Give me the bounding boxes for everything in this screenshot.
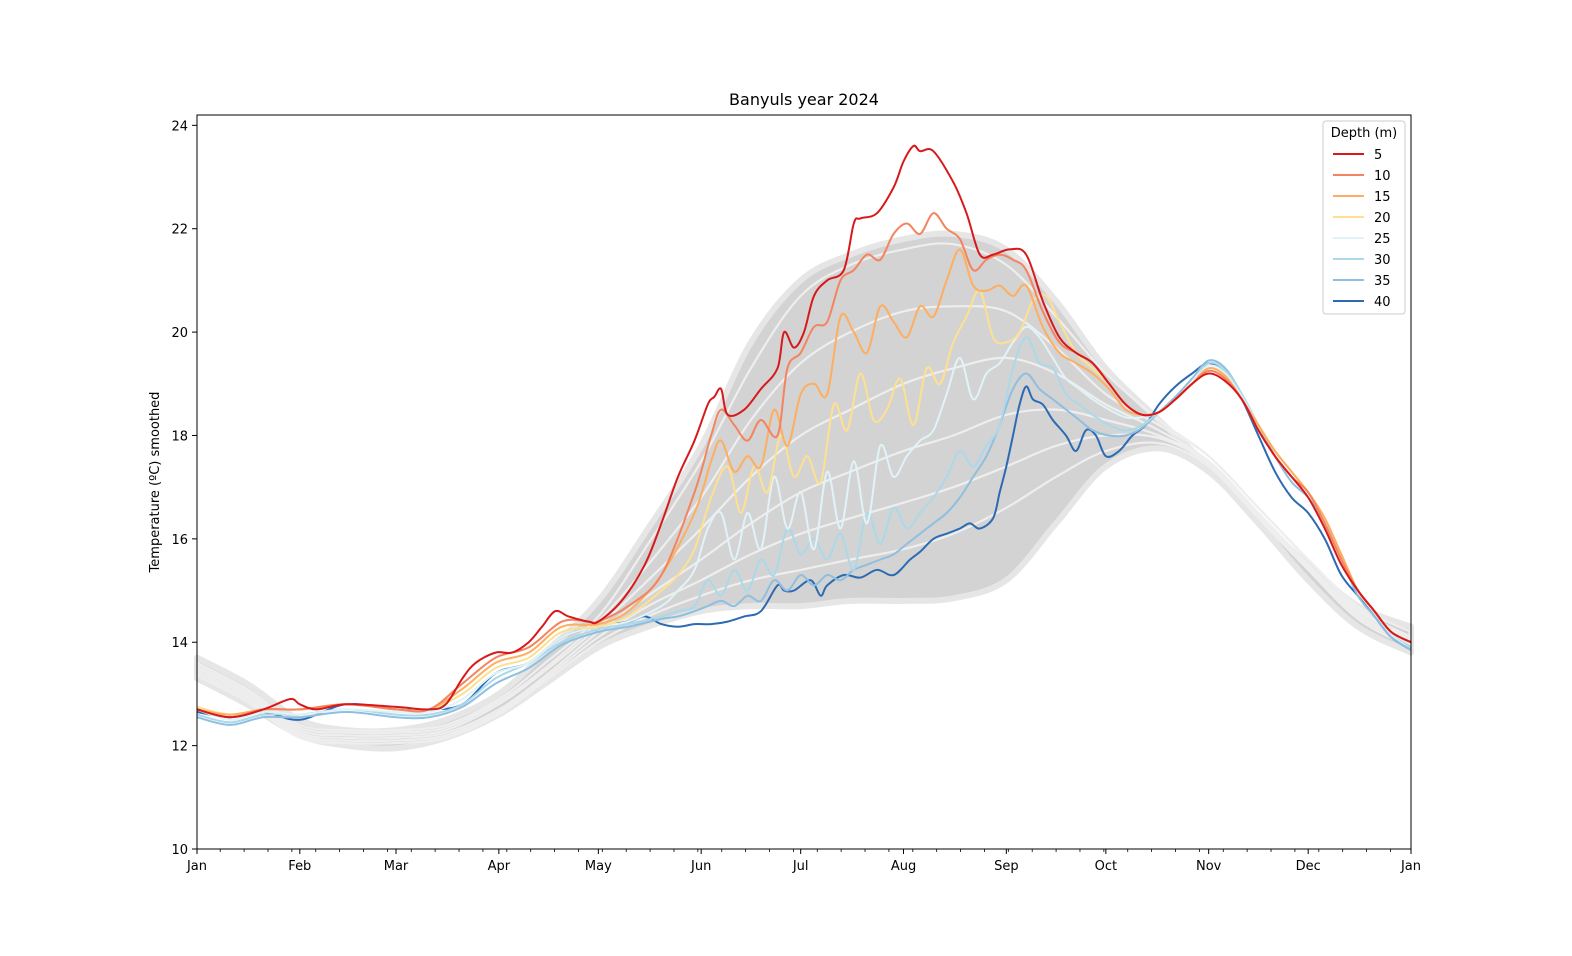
x-tick-label: Feb xyxy=(288,859,311,874)
x-tick-label: Sep xyxy=(994,859,1019,874)
axes-frame xyxy=(196,114,1412,850)
x-tick-label: Jun xyxy=(690,859,711,874)
legend-label-35: 35 xyxy=(1374,274,1391,289)
legend-title: Depth (m) xyxy=(1331,126,1398,141)
x-tick-label: Nov xyxy=(1196,859,1222,874)
legend-label-20: 20 xyxy=(1374,211,1391,226)
series-line-depth-30 xyxy=(196,336,1412,724)
legend: Depth (m) 5 10 15 20 25 30 35 40 xyxy=(1322,120,1406,315)
y-tick-label: 14 xyxy=(171,636,188,651)
x-tick-label: May xyxy=(585,859,612,874)
legend-label-15: 15 xyxy=(1374,190,1391,205)
x-tick-label: Jul xyxy=(792,859,809,874)
y-tick-label: 24 xyxy=(171,119,188,134)
legend-label-30: 30 xyxy=(1374,253,1391,268)
x-tick-label: Mar xyxy=(384,859,409,874)
x-tick-label: Dec xyxy=(1296,859,1321,874)
x-tick-label: Jan xyxy=(1400,859,1421,874)
legend-label-40: 40 xyxy=(1374,295,1391,310)
y-axis: 10 12 14 16 18 20 22 24 xyxy=(171,119,197,858)
y-tick-label: 12 xyxy=(171,740,188,755)
x-axis: Jan Feb Mar Apr May Jun Jul Aug Sep Oct Nov Dec Jan xyxy=(186,849,1421,874)
legend-label-25: 25 xyxy=(1374,232,1391,247)
climatology-mean-line-6 xyxy=(196,441,1412,745)
x-tick-label: Aug xyxy=(891,859,916,874)
legend-label-10: 10 xyxy=(1374,169,1391,184)
chart-title: Banyuls year 2024 xyxy=(729,90,879,109)
climatology-mean-line-5 xyxy=(196,433,1412,743)
y-tick-label: 16 xyxy=(171,533,188,548)
y-tick-label: 22 xyxy=(171,223,188,238)
x-tick-label: Jan xyxy=(186,859,207,874)
series-line-depth-35 xyxy=(196,359,1412,726)
y-tick-label: 10 xyxy=(171,843,188,858)
legend-label-5: 5 xyxy=(1374,148,1382,163)
y-tick-label: 20 xyxy=(171,326,188,341)
y-tick-label: 18 xyxy=(171,429,188,444)
series-line-depth-5 xyxy=(196,144,1412,719)
x-tick-label: Apr xyxy=(488,859,511,874)
y-axis-label: Temperature (ºC) smoothed xyxy=(148,392,163,574)
x-tick-label: Oct xyxy=(1095,859,1117,874)
climatology-mean-line-2 xyxy=(196,304,1412,735)
plot-area xyxy=(194,144,1414,752)
